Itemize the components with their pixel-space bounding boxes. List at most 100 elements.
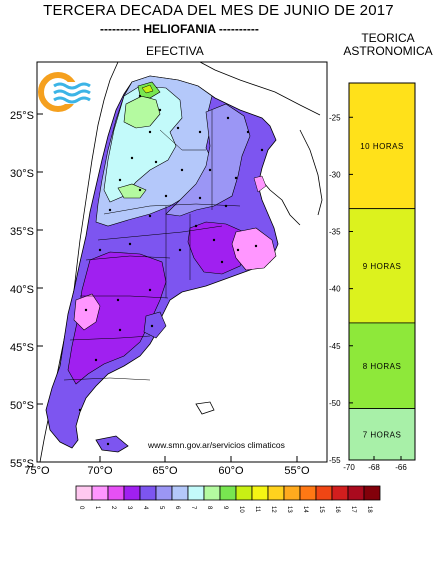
theoretical-band-label: 9 HORAS [363,262,402,271]
lat-label: 50°S [10,400,34,412]
zone-5h [165,103,251,217]
zone-7h [103,85,183,203]
northern-border [199,61,321,116]
legend-swatch [219,485,237,501]
legend-swatch [75,485,93,501]
map-axis: 25°S 30°S 35°S 40°S 45°S 50°S 55°S75°O 70°O 65°O… [10,110,310,477]
lon-label: 60°O [218,465,244,477]
legend-label: 8 [206,506,212,510]
map-title: EFECTIVA [146,44,204,58]
legend-label: 10 [238,506,244,513]
subtitle-text: HELIOFANIA [143,22,216,36]
logo-wave-icon [53,82,91,90]
legend-label: 18 [366,506,372,513]
theoretical-frame [348,82,416,461]
legend-label: 4 [142,506,148,510]
legend-label: 1 [94,506,100,510]
zone-1h-entre-rios [253,175,267,193]
legend-swatch [187,485,205,501]
legend-label: 3 [126,506,132,510]
lat-label: 25°S [10,110,34,122]
theoretical-band [348,322,416,409]
legend-label: 14 [302,506,308,513]
theoretical-band-label: 7 HORAS [363,430,402,439]
legend-swatch [155,485,173,501]
page-title: TERCERA DECADA DEL MES DE JUNIO DE 2017 [43,2,394,19]
legend-label: 5 [158,506,164,510]
subtitle-dashes-left: ---------- [100,22,140,36]
theoretical-band [348,408,416,461]
theoretical-axis: -25 -30 -35 -40 -45 -50 -55-70 -68 -66 [329,113,407,472]
legend-swatch [251,485,269,501]
legend-swatch [267,485,285,501]
lat-label: 35°S [10,226,34,238]
subtitle-dashes-right: ---------- [218,22,259,36]
legend-swatch [331,485,349,501]
legend-label: 17 [350,506,356,513]
theoretical-lat-label: -50 [329,399,341,408]
theoretical-band-label: 8 HORAS [363,362,402,371]
zone-1h-andes [73,293,101,331]
lon-label: 55°O [284,465,310,477]
legend-swatch [139,485,157,501]
legend-swatch [235,485,253,501]
theoretical-lat-label: -30 [329,170,341,179]
theoretical-lat-label: -55 [329,456,341,465]
map-panel: www.smn.gov.ar/servicios climaticos 25°S… [10,61,328,477]
legend-label: 6 [174,506,180,510]
theoretical-title-line2: ASTRONOMICA [343,44,433,58]
smn-logo [38,72,91,112]
lon-label: 70°O [87,465,113,477]
legend-label: 9 [222,506,228,510]
zone-8h-cuyo [117,183,147,199]
legend-label: 7 [190,506,196,510]
legend-swatch [347,485,365,501]
theoretical-lat-label: -40 [329,285,341,294]
legend-swatch [123,485,141,501]
malvinas-islands [195,401,215,415]
theoretical-lon-label: -70 [343,463,355,472]
legend-swatch [315,485,333,501]
theoretical-lon-label: -66 [395,463,407,472]
theoretical-band-label: 10 HORAS [360,142,404,151]
logo-wave-icon [53,96,91,104]
station-markers [78,94,264,446]
subtitle: ---------- HELIOFANIA ---------- [100,22,259,36]
tierra-del-fuego [95,435,129,453]
legend-label: 11 [254,506,260,513]
legend-swatch [91,485,109,501]
brazil-border [299,129,323,216]
lon-label: 75°O [24,465,50,477]
theoretical-lon-label: -68 [368,463,380,472]
color-legend: 0 1 2 3 4 5 6 7 8 9 10 11 12 13 14 15 16 17 18 [75,485,381,513]
legend-swatch [363,485,381,501]
theoretical-band [348,82,416,210]
legend-label: 0 [78,506,84,510]
lat-label: 45°S [10,342,34,354]
legend-swatch [283,485,301,501]
legend-label: 2 [110,506,116,510]
theoretical-title: TEORICA ASTRONOMICA [340,32,436,58]
legend-swatch [171,485,189,501]
theoretical-lat-label: -25 [329,113,341,122]
lat-label: 40°S [10,284,34,296]
theoretical-lat-label: -35 [329,228,341,237]
legend-swatch [107,485,125,501]
website-credit: www.smn.gov.ar/servicios climaticos [147,440,285,450]
legend-label: 15 [318,506,324,513]
zone-10h [141,84,154,94]
zone-3h-patagonia [67,251,167,385]
theoretical-lat-label: -45 [329,342,341,351]
province-boundaries [63,110,241,381]
legend-label: 16 [334,506,340,513]
theoretical-bands: 10 HORAS 9 HORAS 8 HORAS 7 HORAS [348,82,416,461]
lat-label: 55°S [10,458,34,470]
zone-3h-pampa [187,221,249,275]
legend-label: 13 [286,506,292,513]
zone-1h-buenos-aires [231,227,277,271]
legend-swatch [299,485,317,501]
legend-label: 12 [270,506,276,513]
zone-4h-spot [143,311,167,339]
